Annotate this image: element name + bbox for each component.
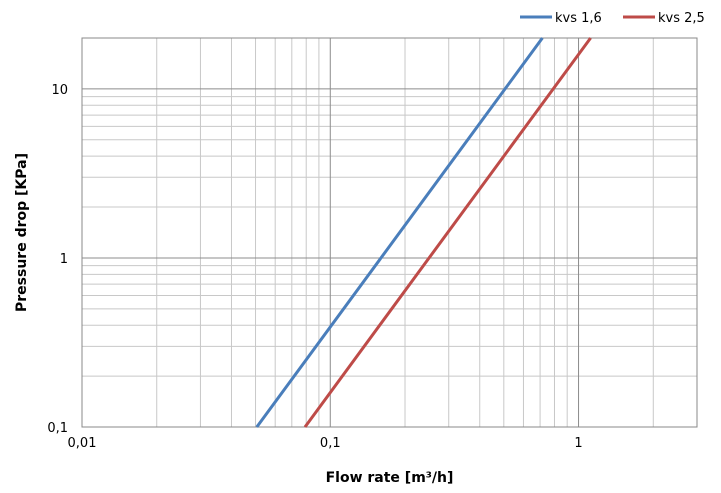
y-tick-label: 0,1: [47, 421, 68, 436]
series-line-1: [255, 37, 544, 428]
legend-label-2: kvs 2,5: [658, 11, 705, 26]
y-tick-label: 10: [51, 83, 68, 98]
plot-frame: [81, 37, 698, 428]
y-tick-label: 1: [60, 252, 68, 267]
x-axis-title: Flow rate [m³/h]: [326, 470, 454, 486]
legend: kvs 1,6 kvs 2,5: [520, 11, 705, 26]
x-tick-label: 0,01: [68, 436, 97, 451]
x-tick-label: 0,1: [320, 436, 341, 451]
series-layer: [255, 37, 592, 428]
legend-label-1: kvs 1,6: [555, 11, 602, 26]
y-tick-labels: 0,1 1 10: [47, 83, 68, 436]
series-line-2: [303, 37, 592, 428]
x-tick-label: 1: [574, 436, 582, 451]
y-axis-title: Pressure drop [KPa]: [14, 153, 30, 312]
x-tick-labels: 0,01 0,1 1: [68, 436, 583, 451]
minor-gridlines: [82, 37, 698, 427]
